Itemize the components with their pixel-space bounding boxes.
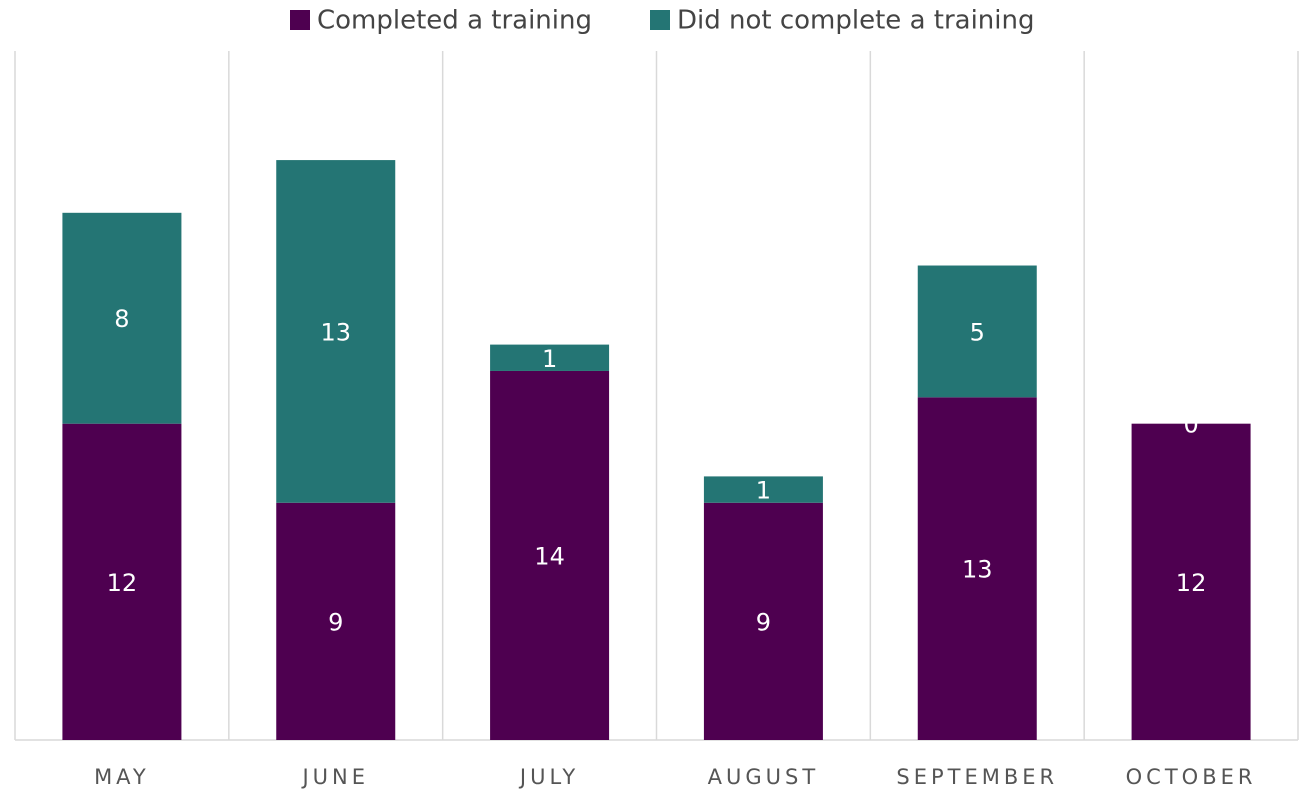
x-tick-label: JUNE <box>300 765 369 789</box>
data-label: 12 <box>1176 569 1207 597</box>
data-label: 9 <box>328 608 343 636</box>
x-tick-label: JULY <box>518 765 579 789</box>
data-label: 5 <box>970 318 985 346</box>
data-label: 0 <box>1183 411 1198 439</box>
data-label: 1 <box>756 477 771 505</box>
bar-segment <box>1131 423 1251 740</box>
data-label: 1 <box>542 345 557 373</box>
bar-segment <box>703 502 823 740</box>
data-label: 14 <box>534 542 565 570</box>
data-label: 13 <box>320 318 351 346</box>
x-tick-label: AUGUST <box>708 765 820 789</box>
bar-segment <box>62 212 182 424</box>
bar-segment <box>917 397 1037 740</box>
bar-segment <box>276 160 396 503</box>
x-tick-label: OCTOBER <box>1126 765 1257 789</box>
bar-segment <box>62 423 182 740</box>
x-tick-label: MAY <box>94 765 150 789</box>
bar-segment <box>917 265 1037 398</box>
legend-label: Completed a training <box>317 6 592 36</box>
x-tick-label: SEPTEMBER <box>896 765 1058 789</box>
bar-segment <box>490 370 610 740</box>
data-label: 9 <box>756 608 771 636</box>
data-label: 12 <box>107 569 138 597</box>
bar-segment <box>490 344 610 371</box>
legend-label: Did not complete a training <box>677 6 1035 36</box>
bar-segment <box>276 502 396 740</box>
data-label: 8 <box>114 305 129 333</box>
data-label: 13 <box>962 556 993 584</box>
legend-swatch <box>650 10 670 30</box>
bar-segment <box>703 476 823 503</box>
legend-swatch <box>290 10 310 30</box>
